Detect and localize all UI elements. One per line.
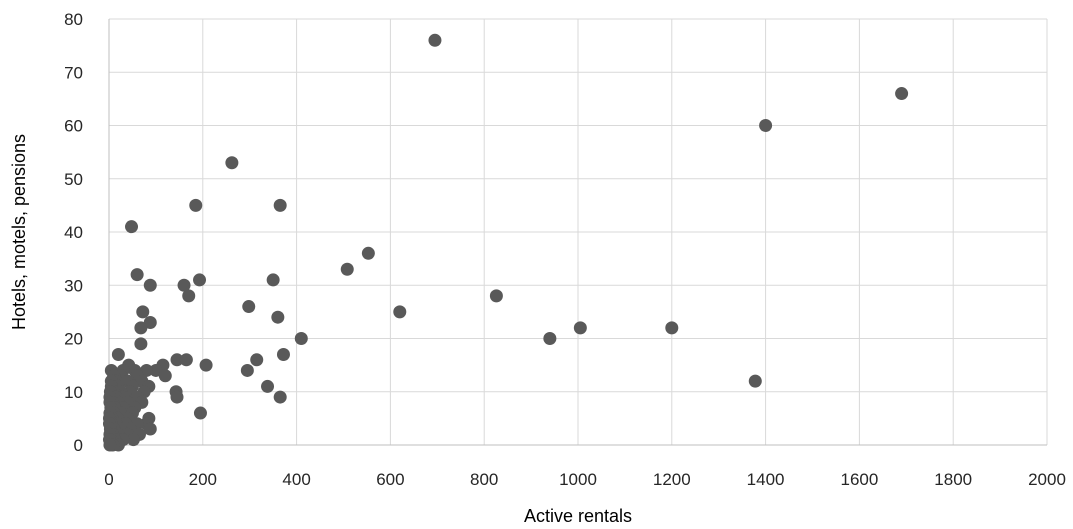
y-axis-tick-labels: 0 10 20 30 40 50 60 70 80 <box>64 10 83 455</box>
x-tick-label: 0 <box>104 470 113 489</box>
x-tick-label: 2000 <box>1028 470 1066 489</box>
data-point <box>130 268 144 282</box>
y-tick-label: 10 <box>64 383 83 402</box>
data-point <box>126 433 140 447</box>
data-point <box>543 332 557 345</box>
data-point <box>276 347 290 361</box>
x-tick-label: 1000 <box>559 470 597 489</box>
data-point <box>340 262 354 276</box>
y-tick-label: 70 <box>64 63 83 82</box>
y-tick-label: 30 <box>64 276 83 295</box>
data-point <box>193 273 207 287</box>
data-point <box>266 273 280 287</box>
x-axis-tick-labels: 0 200 400 600 800 1000 1200 1400 1600 1800 2000 <box>104 470 1066 489</box>
data-point <box>111 347 125 361</box>
data-point <box>489 289 503 303</box>
data-point <box>143 422 157 436</box>
data-point <box>393 305 407 319</box>
data-point <box>177 278 191 292</box>
data-points <box>102 33 909 452</box>
x-tick-label: 1600 <box>840 470 878 489</box>
data-point <box>170 390 184 404</box>
x-tick-label: 800 <box>470 470 498 489</box>
data-point <box>242 300 256 314</box>
data-point <box>273 390 287 404</box>
data-point <box>136 305 150 319</box>
data-point <box>240 363 254 377</box>
data-point <box>573 321 587 335</box>
data-point <box>103 438 117 452</box>
x-tick-label: 200 <box>189 470 217 489</box>
data-point <box>189 198 203 212</box>
data-point <box>225 156 239 170</box>
data-point <box>271 310 285 324</box>
data-point <box>361 246 375 260</box>
data-point <box>143 278 157 292</box>
x-tick-label: 1200 <box>653 470 691 489</box>
y-tick-label: 50 <box>64 170 83 189</box>
data-point <box>179 353 193 367</box>
grid <box>109 18 1048 445</box>
data-point <box>273 198 287 212</box>
x-axis-title: Active rentals <box>524 506 632 526</box>
data-point <box>158 369 172 383</box>
data-point <box>759 119 773 132</box>
data-point <box>134 337 148 351</box>
data-point <box>294 332 308 345</box>
x-tick-label: 1400 <box>747 470 785 489</box>
data-point <box>428 33 442 47</box>
data-point <box>895 87 909 101</box>
x-tick-label: 600 <box>376 470 404 489</box>
data-point <box>125 220 139 234</box>
data-point <box>665 321 679 335</box>
data-point <box>199 358 213 372</box>
data-point <box>261 379 275 393</box>
data-point <box>250 353 264 367</box>
y-tick-label: 80 <box>64 10 83 29</box>
data-point <box>748 374 762 388</box>
data-point <box>170 353 184 367</box>
data-point <box>182 289 196 303</box>
y-tick-label: 0 <box>74 436 83 455</box>
x-tick-label: 400 <box>282 470 310 489</box>
y-tick-label: 40 <box>64 223 83 242</box>
y-tick-label: 60 <box>64 117 83 136</box>
y-axis-title: Hotels, motels, pensions <box>9 134 29 330</box>
data-point <box>193 406 207 420</box>
x-tick-label: 1800 <box>934 470 972 489</box>
data-point <box>134 321 148 335</box>
y-tick-label: 20 <box>64 330 83 349</box>
